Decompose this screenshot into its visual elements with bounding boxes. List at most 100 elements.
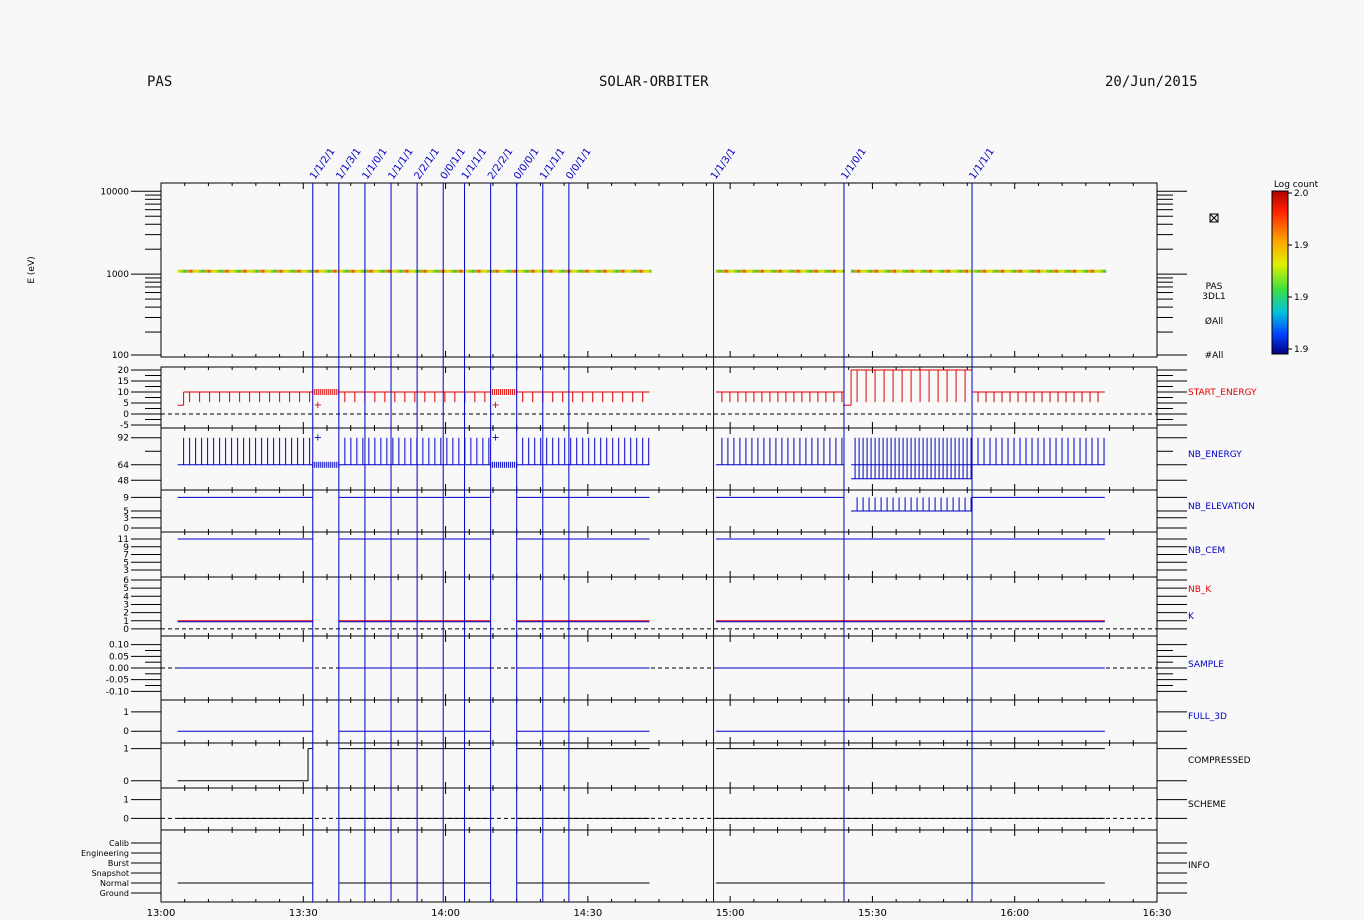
spectrogram-pixel (878, 269, 882, 273)
spectrogram-pixel (261, 269, 265, 273)
spectrogram-pixel (375, 269, 379, 273)
mode-marker-label-7: 2/2/2/1 (486, 146, 515, 181)
spectrogram-pixel (453, 269, 457, 273)
spectrogram-pixel (474, 269, 478, 273)
spectrogram-label-all: #All (1205, 351, 1224, 361)
ytick-compressed-0: 1 (123, 745, 129, 755)
panel-frame-nb_elevation (160, 489, 1158, 533)
spectrogram-pixel (549, 269, 553, 273)
spectrogram-pixel (890, 269, 894, 273)
spectrogram-pixel (498, 269, 502, 273)
ytick-nb_cem-4: 3 (123, 566, 129, 576)
spectrogram-pixel (420, 269, 424, 273)
spectrogram-pixel (435, 269, 439, 273)
spectrogram-pixel (573, 269, 577, 273)
spectrogram-pixel (832, 269, 836, 273)
spectrogram-pixel (772, 269, 776, 273)
spectrogram-pixel (279, 269, 283, 273)
spectrogram-pixel (426, 269, 430, 273)
ytick-start_energy-0: 20 (118, 366, 130, 376)
spectrogram-pixel (935, 269, 939, 273)
spectrogram-pixel (378, 269, 382, 273)
spectrogram-pixel (360, 269, 364, 273)
time-tick-label-0: 13:00 (147, 908, 176, 919)
spectrogram-pixel (1073, 269, 1077, 273)
spectrogram-pixel (817, 269, 821, 273)
spectrogram-pixel (778, 269, 782, 273)
spectrogram-pixel (1034, 269, 1038, 273)
spectrogram-pixel (908, 269, 912, 273)
panel-label-scheme: SCHEME (1188, 800, 1226, 810)
spectrogram-pixel (414, 269, 418, 273)
spectrogram-pixel (826, 269, 830, 273)
ytick-spectrogram-2: 100 (112, 351, 129, 361)
spectrogram-pixel (980, 269, 984, 273)
ytick-sample-1: 0.05 (109, 652, 129, 662)
spectrogram-pixel (989, 269, 993, 273)
spectrogram-pixel (1040, 269, 1044, 273)
spectrogram-pixel (905, 269, 909, 273)
ytick-nb_cem-1: 9 (123, 543, 129, 553)
spectrogram-pixel (995, 269, 999, 273)
spectrogram-pixel (579, 269, 583, 273)
panel-frame-info (160, 829, 1158, 903)
spectrogram-pixel (917, 269, 921, 273)
ytick-sample-4: -0.10 (106, 687, 130, 697)
spectrogram-pixel (811, 269, 815, 273)
spectrogram-pixel (633, 269, 637, 273)
ytick-nb_cem-2: 7 (123, 551, 129, 561)
spectrogram-pixel (968, 269, 972, 273)
spectrogram-pixel (588, 269, 592, 273)
spectrogram-pixel (561, 269, 565, 273)
mode-marker-label-4: 2/2/1/1 (413, 146, 442, 181)
spectrogram-pixel (835, 269, 839, 273)
spectrogram-pixel (465, 269, 469, 273)
spectrogram-pixel (1052, 269, 1056, 273)
spectrogram-pixel (252, 269, 256, 273)
spectrogram-pixel (615, 269, 619, 273)
mode-marker-label-8: 0/0/0/1 (512, 146, 541, 181)
spectrogram-pixel (1031, 269, 1035, 273)
spectrogram-pixel (727, 269, 731, 273)
spectrogram-pixel (276, 269, 280, 273)
ytick-info-1: Engineering (81, 849, 129, 858)
spectrogram-pixel (748, 269, 752, 273)
time-tick-label-4: 15:00 (716, 908, 745, 919)
spectrogram-pixel (405, 269, 409, 273)
spectrogram-pixel (246, 269, 250, 273)
spectrogram-pixel (715, 269, 719, 273)
spectrogram-pixel (823, 269, 827, 273)
spectrogram-pixel (808, 269, 812, 273)
ytick-nb_cem-0: 11 (118, 535, 129, 545)
spectrogram-pixel (781, 269, 785, 273)
spectrogram-pixel (1082, 269, 1086, 273)
spectrogram-pixel (1091, 269, 1095, 273)
spectrogram-pixel (483, 269, 487, 273)
spectrogram-pixel (297, 269, 301, 273)
spectrogram-pixel (318, 269, 322, 273)
mode-marker-label-9: 1/1/1/1 (538, 146, 567, 181)
spectrogram-pixel (330, 269, 334, 273)
spectrogram-pixel (243, 269, 247, 273)
spectrogram-pixel (408, 269, 412, 273)
panel-label-nb_cem: NB_CEM (1188, 546, 1225, 556)
spectrogram-label-phi: ØAll (1205, 316, 1223, 327)
spectrogram-pixel (757, 269, 761, 273)
spectrogram-pixel (183, 269, 187, 273)
spectrogram-pixel (189, 269, 193, 273)
time-tick-label-6: 16:00 (1000, 908, 1029, 919)
spectrogram-pixel (769, 269, 773, 273)
colorbar-title: Log count (1274, 180, 1319, 190)
spectrogram-pixel (624, 269, 628, 273)
panel-label-start_energy: START_ENERGY (1188, 388, 1257, 398)
spectrogram-pixel (612, 269, 616, 273)
colorbar-gradient (1271, 190, 1289, 355)
spectrogram-pixel (621, 269, 625, 273)
time-tick-label-1: 13:30 (289, 908, 318, 919)
spectrogram-pixel (787, 269, 791, 273)
spectrogram-pixel (201, 269, 205, 273)
spectrogram-pixel (802, 269, 806, 273)
ytick-nb_k-3: 3 (123, 600, 129, 610)
spectrogram-pixel (875, 269, 879, 273)
spectrogram-pixel (528, 269, 532, 273)
